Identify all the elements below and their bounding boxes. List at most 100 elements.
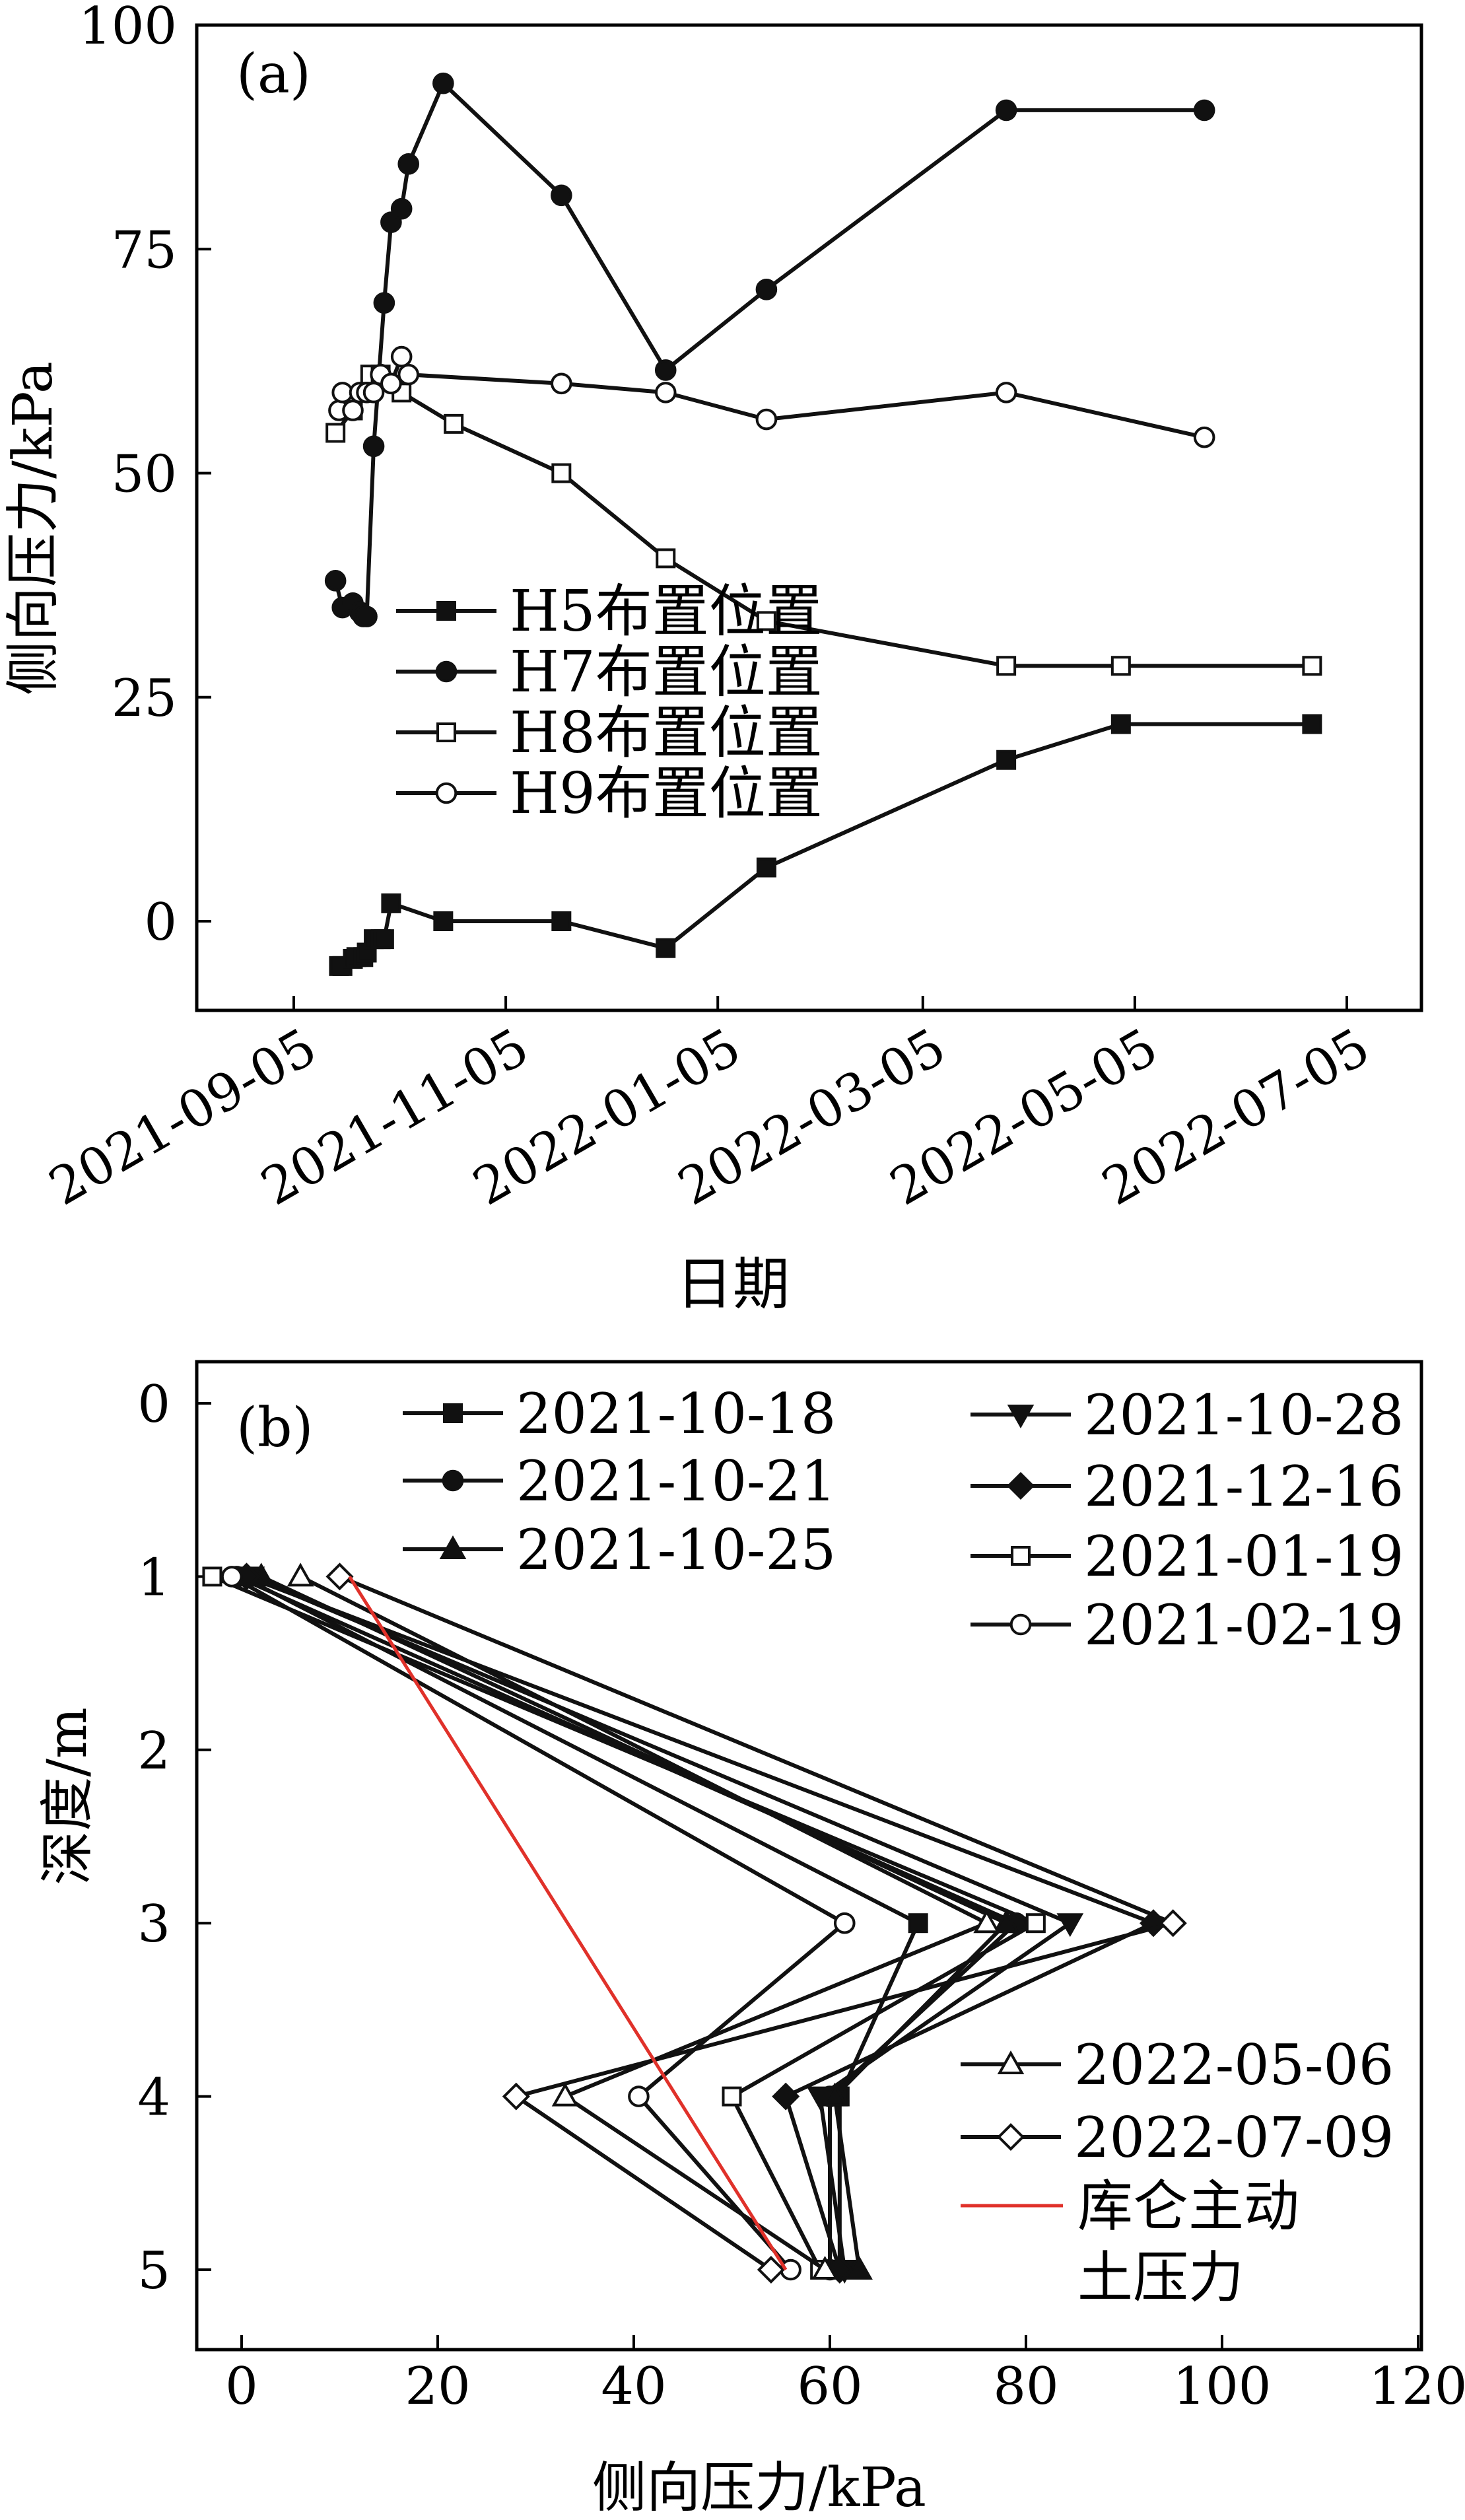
data-point-a <box>1302 714 1322 734</box>
data-point-b <box>772 2082 800 2111</box>
data-point-a <box>654 359 677 381</box>
data-point-a <box>996 656 1017 676</box>
series-line-a <box>339 722 1312 968</box>
data-point-b <box>821 2082 848 2107</box>
data-point-a <box>756 611 776 631</box>
data-point-a <box>390 197 413 220</box>
data-point-a <box>342 400 364 421</box>
x-tick-label-b: 100 <box>1173 2357 1272 2416</box>
legend-marker-b <box>1007 1405 1035 1428</box>
data-point-b <box>825 2255 854 2284</box>
y-tick-label-b: 1 <box>137 1548 170 1607</box>
data-point-a <box>433 911 454 931</box>
legend-marker-b <box>1011 1546 1031 1566</box>
data-point-b <box>287 1562 314 1587</box>
data-point-b <box>1159 1909 1187 1938</box>
x-tick-label-b: 120 <box>1369 2357 1465 2416</box>
x-tick-label-b: 80 <box>993 2357 1058 2416</box>
data-point-b <box>992 1909 1020 1934</box>
data-point-b <box>722 2086 742 2107</box>
data-point-a <box>331 382 353 403</box>
series-line-b <box>299 1574 992 2272</box>
data-point-a <box>656 938 676 958</box>
legend-marker-b <box>443 1403 463 1423</box>
panel-a: 2021-09-052021-11-052022-01-052022-03-05… <box>2 0 1423 1317</box>
data-point-b <box>811 2256 838 2280</box>
data-point-a <box>551 184 572 207</box>
legend-marker-b <box>439 1535 467 1559</box>
data-point-a <box>380 372 402 395</box>
y-tick-label-a: 50 <box>112 445 177 505</box>
series-line-b <box>339 1574 1180 2272</box>
y-axis-title-b: 深度/m <box>36 1707 99 1885</box>
series-line-b <box>211 1574 1040 2271</box>
legend-marker-a <box>436 601 456 621</box>
series-layer-b <box>202 1562 1187 2284</box>
legend-label-b: 2021-10-28 <box>1084 1383 1404 1448</box>
data-point-b <box>833 1912 856 1934</box>
data-point-a <box>996 750 1017 770</box>
panel-label-b: (b) <box>236 1397 313 1459</box>
series-line-a <box>333 372 1312 668</box>
legend-marker-a <box>435 782 458 804</box>
y-tick-label-a: 75 <box>112 221 177 280</box>
data-point-a <box>551 372 572 395</box>
data-point-b <box>221 1566 243 1588</box>
series-line-b <box>230 1574 848 2271</box>
y-tick-label-b: 0 <box>137 1375 170 1434</box>
data-point-a <box>755 279 778 300</box>
data-point-a <box>374 929 394 950</box>
legend-marker-b <box>442 1469 464 1492</box>
legend-marker-b <box>1006 1471 1035 1500</box>
data-point-a <box>325 423 346 443</box>
legend-label-b: 2022-07-09 <box>1074 2105 1394 2170</box>
data-point-b <box>806 2086 834 2111</box>
series-line-b <box>250 1574 1075 2270</box>
panel-label-a: (a) <box>236 43 311 106</box>
legend-label-a: H8布置位置 <box>510 700 823 766</box>
legend-label-a: H5布置位置 <box>510 578 823 645</box>
data-point-a <box>1193 426 1215 448</box>
series-line-b <box>246 1574 1159 2270</box>
legend-marker-b <box>996 2122 1025 2152</box>
y-axis-title-a: 侧向压力/kPa <box>2 361 65 695</box>
legend-label-a: H7布置位置 <box>510 639 823 705</box>
data-point-a <box>654 382 677 403</box>
data-point-b <box>973 1909 1000 1934</box>
data-point-b <box>551 2082 579 2107</box>
data-point-a <box>397 153 420 175</box>
data-point-b <box>908 1913 928 1934</box>
series-line-a <box>333 80 1205 619</box>
data-point-a <box>1110 714 1131 734</box>
series-line-b <box>260 1574 1010 2270</box>
plot-frame-a <box>195 23 1423 1012</box>
legend-label-a: H9布置位置 <box>510 761 823 827</box>
data-point-a <box>432 72 454 94</box>
data-point-a <box>381 893 401 913</box>
data-point-b <box>1056 1913 1084 1938</box>
legend-label-b: 2021-01-19 <box>1084 1524 1404 1589</box>
series-line-b <box>236 1574 1020 2270</box>
y-tick-label-b: 4 <box>137 2068 170 2128</box>
data-point-a <box>551 463 572 483</box>
data-point-a <box>324 570 347 592</box>
data-point-a <box>995 99 1017 122</box>
data-point-b <box>846 2256 873 2280</box>
data-point-a <box>1193 99 1215 122</box>
legend-marker-a <box>435 660 458 683</box>
legend-label-coulomb: 库仑主动 <box>1077 2174 1299 2239</box>
x-tick-label-b: 60 <box>797 2357 862 2416</box>
legend-label-b: 2022-05-06 <box>1074 2033 1394 2097</box>
y-tick-label-a: 25 <box>112 669 177 728</box>
data-point-a <box>373 292 395 314</box>
data-point-b <box>1025 1913 1046 1934</box>
data-point-a <box>397 363 420 386</box>
axis-ticks-b: 0 20 40 60 80 100 120 0 1 2 3 4 5 <box>137 1375 1465 2416</box>
y-tick-label-a: 100 <box>79 0 177 56</box>
y-tick-label-b: 3 <box>137 1895 170 1954</box>
data-point-a <box>1110 656 1131 676</box>
data-point-a <box>390 345 413 368</box>
legend-marker-a <box>436 722 456 742</box>
